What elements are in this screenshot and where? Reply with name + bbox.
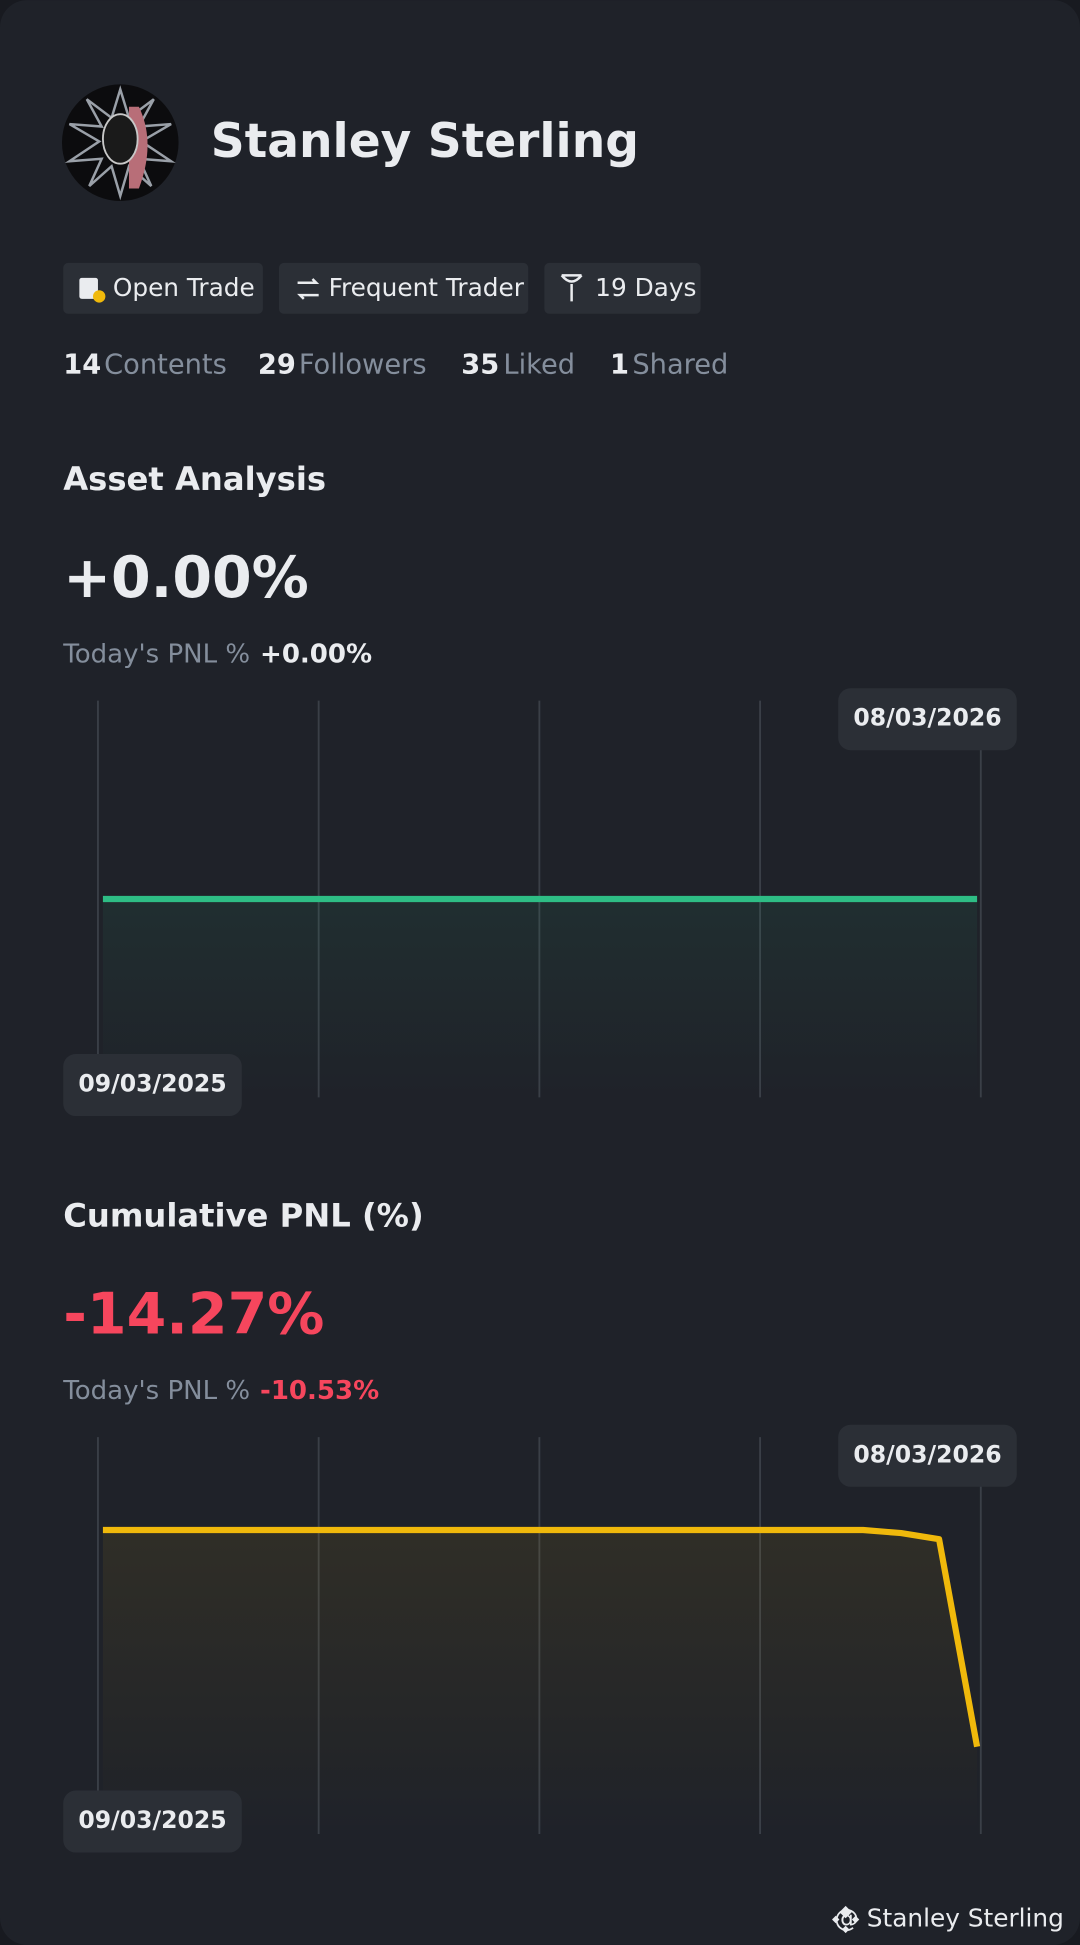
today-label: Today's PNL % [62,639,250,669]
line-area [102,1530,978,1834]
stat-count: 35 [461,349,499,380]
tag-background [544,262,701,314]
headline-value: +0.00% [63,545,309,611]
stat-count: 29 [258,349,296,380]
date-label: 08/03/2026 [853,1440,1001,1468]
stat-label: Contents [104,349,227,380]
tag-icon [560,274,583,302]
today-value: +0.00% [260,639,372,669]
section-title: Asset Analysis [63,460,326,498]
date-tooltip [838,688,1017,751]
date-tooltip [838,1424,1017,1487]
tag-label: 19 Days [595,273,696,302]
stat-label: Liked [503,349,575,380]
tag-label: Open Trade [113,273,255,302]
today-label: Today's PNL % [62,1376,250,1406]
headline-value: -14.27% [63,1282,324,1348]
line-area [102,899,978,1098]
tag-icon [297,278,320,300]
stat-count: 14 [63,349,101,380]
avatar [61,84,179,201]
tag-icon [79,277,106,303]
today-value: -10.53% [260,1376,379,1406]
date-tooltip [63,1054,242,1117]
date-label: 09/03/2025 [78,1806,226,1834]
date-label: 09/03/2025 [78,1070,226,1098]
date-tooltip [63,1790,242,1853]
section-title: Cumulative PNL (%) [63,1197,423,1235]
stat-label: Followers [299,349,427,380]
tag-background [278,262,529,314]
user-name: Stanley Sterling [211,114,639,169]
pnl-line [102,1526,981,1748]
stat-label: Shared [632,349,728,380]
brand-icon [832,1905,860,1934]
stat-count: 1 [610,349,629,380]
tag-background [63,262,263,314]
date-label: 08/03/2026 [853,704,1001,732]
footer-handle: @ Stanley Sterling [834,1904,1064,1933]
tag-label: Frequent Trader [329,273,525,302]
